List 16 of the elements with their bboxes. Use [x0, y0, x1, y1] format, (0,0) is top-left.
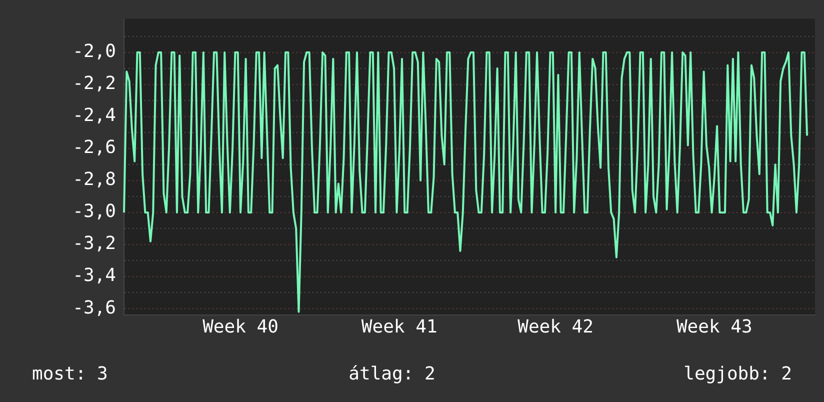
y-tick-label: -3,2 — [72, 233, 116, 254]
y-tick-label: -3,6 — [72, 297, 116, 318]
y-tick-label: -2,0 — [72, 41, 116, 62]
y-tick-label: -2,8 — [72, 169, 116, 190]
x-tick-label: Week 40 — [202, 316, 278, 338]
y-tick-label: -2,6 — [72, 137, 116, 158]
y-tick-label: -3,4 — [72, 265, 116, 286]
x-tick-label: Week 43 — [676, 316, 752, 338]
text: átlag: 2 — [348, 364, 436, 385]
text: most: 3 — [32, 364, 108, 385]
text: legjobb: 2 — [684, 364, 792, 385]
x-tick-label: Week 41 — [361, 316, 438, 338]
y-tick-label: -2,4 — [72, 105, 116, 126]
x-tick-label: Week 42 — [518, 316, 594, 338]
y-tick-label: -2,2 — [72, 73, 116, 94]
y-tick-label: -3,0 — [72, 201, 116, 222]
